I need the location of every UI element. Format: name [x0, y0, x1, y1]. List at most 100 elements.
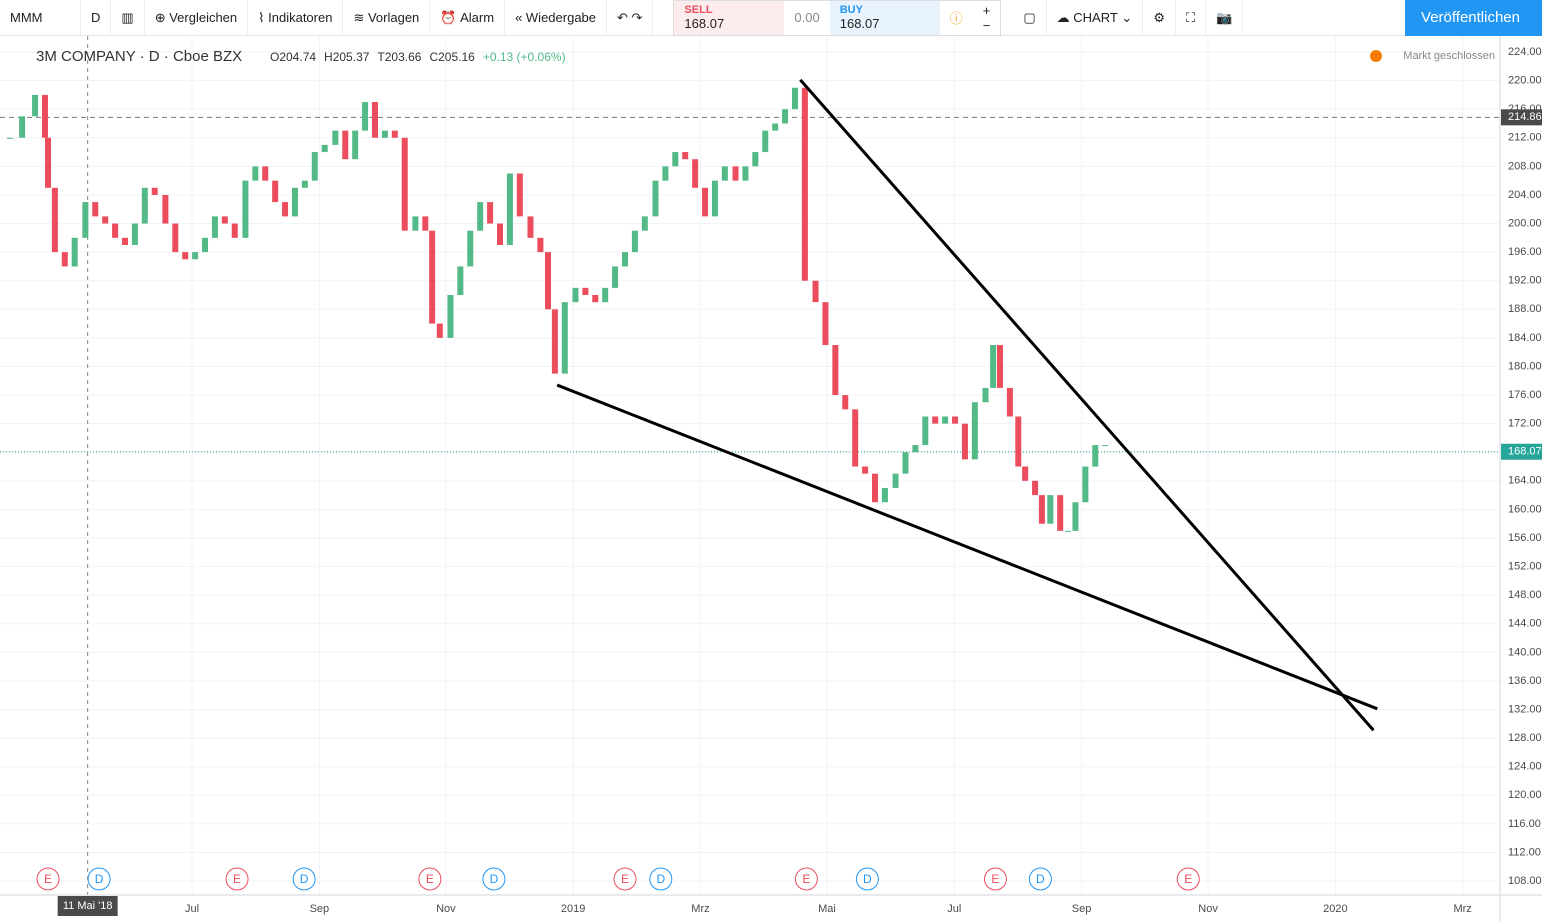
- candle: [141, 187, 148, 224]
- candle: [1015, 416, 1022, 467]
- y-tick-label: 164.00: [1508, 475, 1542, 487]
- candle: [436, 323, 443, 338]
- trend-line: [799, 78, 1375, 732]
- candle: [477, 202, 484, 231]
- candle: [990, 345, 997, 388]
- indicators-label: Indikatoren: [268, 10, 333, 25]
- event-marker: [482, 867, 506, 891]
- candle: [242, 180, 249, 238]
- buy[interactable]: BUY 168.07: [829, 0, 940, 35]
- y-tick-label: 156.00: [1508, 532, 1542, 544]
- candle: [592, 295, 599, 303]
- candle: [832, 345, 839, 396]
- y-tick-label: 184.00: [1508, 332, 1542, 344]
- candle: [932, 416, 939, 424]
- candle: [692, 159, 699, 188]
- candle: [51, 187, 58, 253]
- x-tick-label: Sep: [1072, 903, 1092, 915]
- candle: [912, 445, 919, 453]
- event-marker: [292, 867, 316, 891]
- y-tick-label: 172.00: [1508, 418, 1542, 430]
- candle: [342, 130, 349, 160]
- candle: [752, 152, 759, 167]
- axes: 108.00 112.00 116.00 120.00 124.00 128.00 132.…: [57, 46, 1542, 916]
- candle: [252, 166, 259, 181]
- candle: [352, 130, 359, 160]
- legend-value: T203.66: [377, 50, 421, 64]
- status: Markt geschlossen: [1403, 50, 1495, 62]
- undo[interactable]: ↶ ↷: [607, 0, 654, 36]
- candle: [572, 287, 579, 303]
- legend: O204.74 H205.37 T203.66 C205.16 +0.13 (+0.06…: [270, 50, 566, 64]
- compare-label: Vergleichen: [169, 10, 238, 25]
- y-tick-label: 160.00: [1508, 503, 1542, 515]
- candle-icon[interactable]: ▥: [111, 0, 145, 36]
- candle: [1047, 495, 1054, 524]
- candle: [457, 266, 464, 296]
- compare[interactable]: ⊕ Vergleichen: [145, 0, 249, 36]
- candle: [545, 252, 552, 310]
- interval[interactable]: D: [81, 0, 112, 36]
- event-label: D: [300, 872, 309, 886]
- y-tick-label: 120.00: [1508, 789, 1542, 801]
- candle: [192, 252, 199, 260]
- event-marker: [649, 867, 673, 891]
- event-label: D: [656, 872, 665, 886]
- candle: [842, 395, 849, 410]
- candle: [822, 302, 829, 346]
- candle: [262, 166, 269, 181]
- y-tick-label: 140.00: [1508, 646, 1542, 658]
- candle: [952, 416, 959, 424]
- y-tick-label: 144.00: [1508, 618, 1542, 630]
- chart-menu[interactable]: ☁ CHART ⌄: [1047, 0, 1144, 36]
- candle: [301, 180, 308, 188]
- candle: [202, 237, 209, 253]
- x-tick-label: Sep: [310, 903, 330, 915]
- price-label: 214.86: [1508, 111, 1542, 123]
- settings[interactable]: ⚙: [1143, 0, 1176, 36]
- indicators[interactable]: ⌇ Indikatoren: [248, 0, 344, 36]
- alert[interactable]: ⏰ Alarm: [430, 0, 506, 36]
- layout-icon[interactable]: ▢: [1013, 0, 1047, 36]
- candle: [332, 130, 339, 145]
- replay[interactable]: « Wiedergabe: [505, 0, 608, 36]
- candle: [872, 473, 878, 503]
- sell[interactable]: SELL 168.07: [674, 0, 785, 35]
- candle: [791, 87, 798, 110]
- candle: [112, 223, 119, 238]
- candle: [45, 137, 52, 188]
- y-tick-label: 180.00: [1508, 360, 1542, 372]
- candle: [1057, 495, 1064, 531]
- y-tick-label: 148.00: [1508, 589, 1542, 601]
- y-tick-label: 108.00: [1508, 875, 1542, 887]
- symbol[interactable]: MMM: [0, 0, 81, 36]
- candle: [672, 152, 679, 167]
- candle: [742, 166, 749, 181]
- fullscreen[interactable]: ⛶: [1176, 0, 1207, 36]
- publish[interactable]: Veröffentlichen: [1405, 0, 1542, 36]
- candle: [631, 230, 638, 253]
- candle: [1072, 502, 1079, 531]
- candle: [182, 252, 189, 260]
- templates[interactable]: ≋ Vorlagen: [343, 0, 431, 36]
- candle: [32, 94, 39, 117]
- y-tick-label: 192.00: [1508, 275, 1542, 287]
- candle: [506, 173, 513, 245]
- candle: [582, 287, 589, 296]
- snapshot[interactable]: 📷: [1206, 0, 1244, 36]
- qty[interactable]: + −: [982, 2, 991, 33]
- info-icon[interactable]: ⓘ: [949, 11, 963, 26]
- event-marker: [87, 867, 111, 891]
- candle: [151, 187, 158, 195]
- candle: [772, 123, 779, 131]
- grid: [0, 36, 1500, 895]
- candle: [6, 137, 13, 139]
- sell-price: 168.07: [684, 16, 725, 31]
- x-tick-label: Mai: [818, 903, 836, 915]
- candle: [61, 252, 68, 267]
- candle: [372, 102, 378, 138]
- candle: [762, 130, 769, 153]
- candle: [172, 223, 179, 253]
